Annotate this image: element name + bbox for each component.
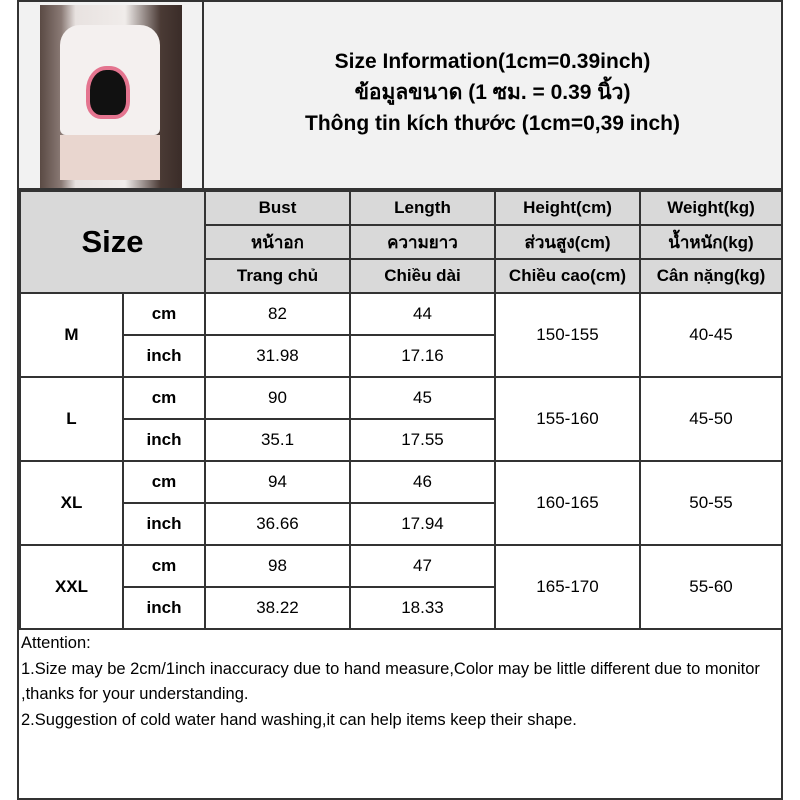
bust-inch: 38.22 <box>204 586 351 630</box>
attention-notes: Attention: 1.Size may be 2cm/1inch inacc… <box>19 629 781 735</box>
size-name: L <box>19 376 124 462</box>
note-2: 2.Suggestion of cold water hand washing,… <box>21 710 577 729</box>
weight-range: 40-45 <box>639 292 783 378</box>
table-row: inch 38.22 18.33 <box>20 586 782 630</box>
title-thai: ข้อมูลขนาด (1 ซม. = 0.39 นิ้ว) <box>354 80 631 104</box>
unit-label: cm <box>122 292 206 336</box>
col-header: หน้าอก <box>204 224 351 260</box>
col-header: Weight(kg) <box>639 190 783 226</box>
length-inch: 18.33 <box>349 586 496 630</box>
length-inch: 17.55 <box>349 418 496 462</box>
product-photo-cell <box>19 2 204 188</box>
product-photo <box>39 5 182 188</box>
length-cm: 46 <box>349 460 496 504</box>
size-table: Size Bust Length Height(cm) Weight(kg) หน้า… <box>19 190 783 630</box>
size-chart: Size Information(1cm=0.39inch) ข้อมูลขนา… <box>17 0 783 800</box>
bust-inch: 31.98 <box>204 334 351 378</box>
col-header: Cân nặng(kg) <box>639 258 783 294</box>
title-english: Size Information(1cm=0.39inch) <box>334 49 651 73</box>
col-header: Chiều dài <box>349 258 496 294</box>
unit-label: cm <box>122 544 206 588</box>
notes-heading: Attention: <box>21 634 91 652</box>
bust-cm: 98 <box>204 544 351 588</box>
table-row: inch 36.66 17.94 <box>20 502 782 546</box>
unit-label: cm <box>122 460 206 504</box>
size-name: XXL <box>19 544 124 630</box>
unit-label: cm <box>122 376 206 420</box>
col-header: Bust <box>204 190 351 226</box>
title-vietnamese: Thông tin kích thước (1cm=0,39 inch) <box>305 111 680 135</box>
weight-range: 55-60 <box>639 544 783 630</box>
size-header: Size <box>19 190 206 294</box>
col-header: ส่วนสูง(cm) <box>494 224 641 260</box>
unit-label: inch <box>122 334 206 378</box>
col-header: Chiều cao(cm) <box>494 258 641 294</box>
bust-cm: 94 <box>204 460 351 504</box>
size-info-title: Size Information(1cm=0.39inch) ข้อมูลขนา… <box>204 2 781 188</box>
size-name: M <box>19 292 124 378</box>
table-row: inch 35.1 17.55 <box>20 418 782 462</box>
col-header: Trang chủ <box>204 258 351 294</box>
length-inch: 17.16 <box>349 334 496 378</box>
table-row: XL cm 94 46 160-165 50-55 <box>19 460 783 546</box>
col-header: Height(cm) <box>494 190 641 226</box>
length-cm: 45 <box>349 376 496 420</box>
weight-range: 45-50 <box>639 376 783 462</box>
col-header: ความยาว <box>349 224 496 260</box>
unit-label: inch <box>122 502 206 546</box>
size-name: XL <box>19 460 124 546</box>
table-row: XXL cm 98 47 165-170 55-60 <box>19 544 783 630</box>
bust-inch: 36.66 <box>204 502 351 546</box>
length-inch: 17.94 <box>349 502 496 546</box>
header-area: Size Information(1cm=0.39inch) ข้อมูลขนา… <box>19 2 781 190</box>
note-1: 1.Size may be 2cm/1inch inaccuracy due t… <box>21 659 760 704</box>
col-header: น้ำหนัก(kg) <box>639 224 783 260</box>
length-cm: 47 <box>349 544 496 588</box>
unit-label: inch <box>122 418 206 462</box>
height-range: 155-160 <box>494 376 641 462</box>
unit-label: inch <box>122 586 206 630</box>
weight-range: 50-55 <box>639 460 783 546</box>
height-range: 160-165 <box>494 460 641 546</box>
height-range: 150-155 <box>494 292 641 378</box>
bust-cm: 90 <box>204 376 351 420</box>
height-range: 165-170 <box>494 544 641 630</box>
col-header: Length <box>349 190 496 226</box>
length-cm: 44 <box>349 292 496 336</box>
bust-cm: 82 <box>204 292 351 336</box>
bust-inch: 35.1 <box>204 418 351 462</box>
table-row: inch 31.98 17.16 <box>20 334 782 378</box>
